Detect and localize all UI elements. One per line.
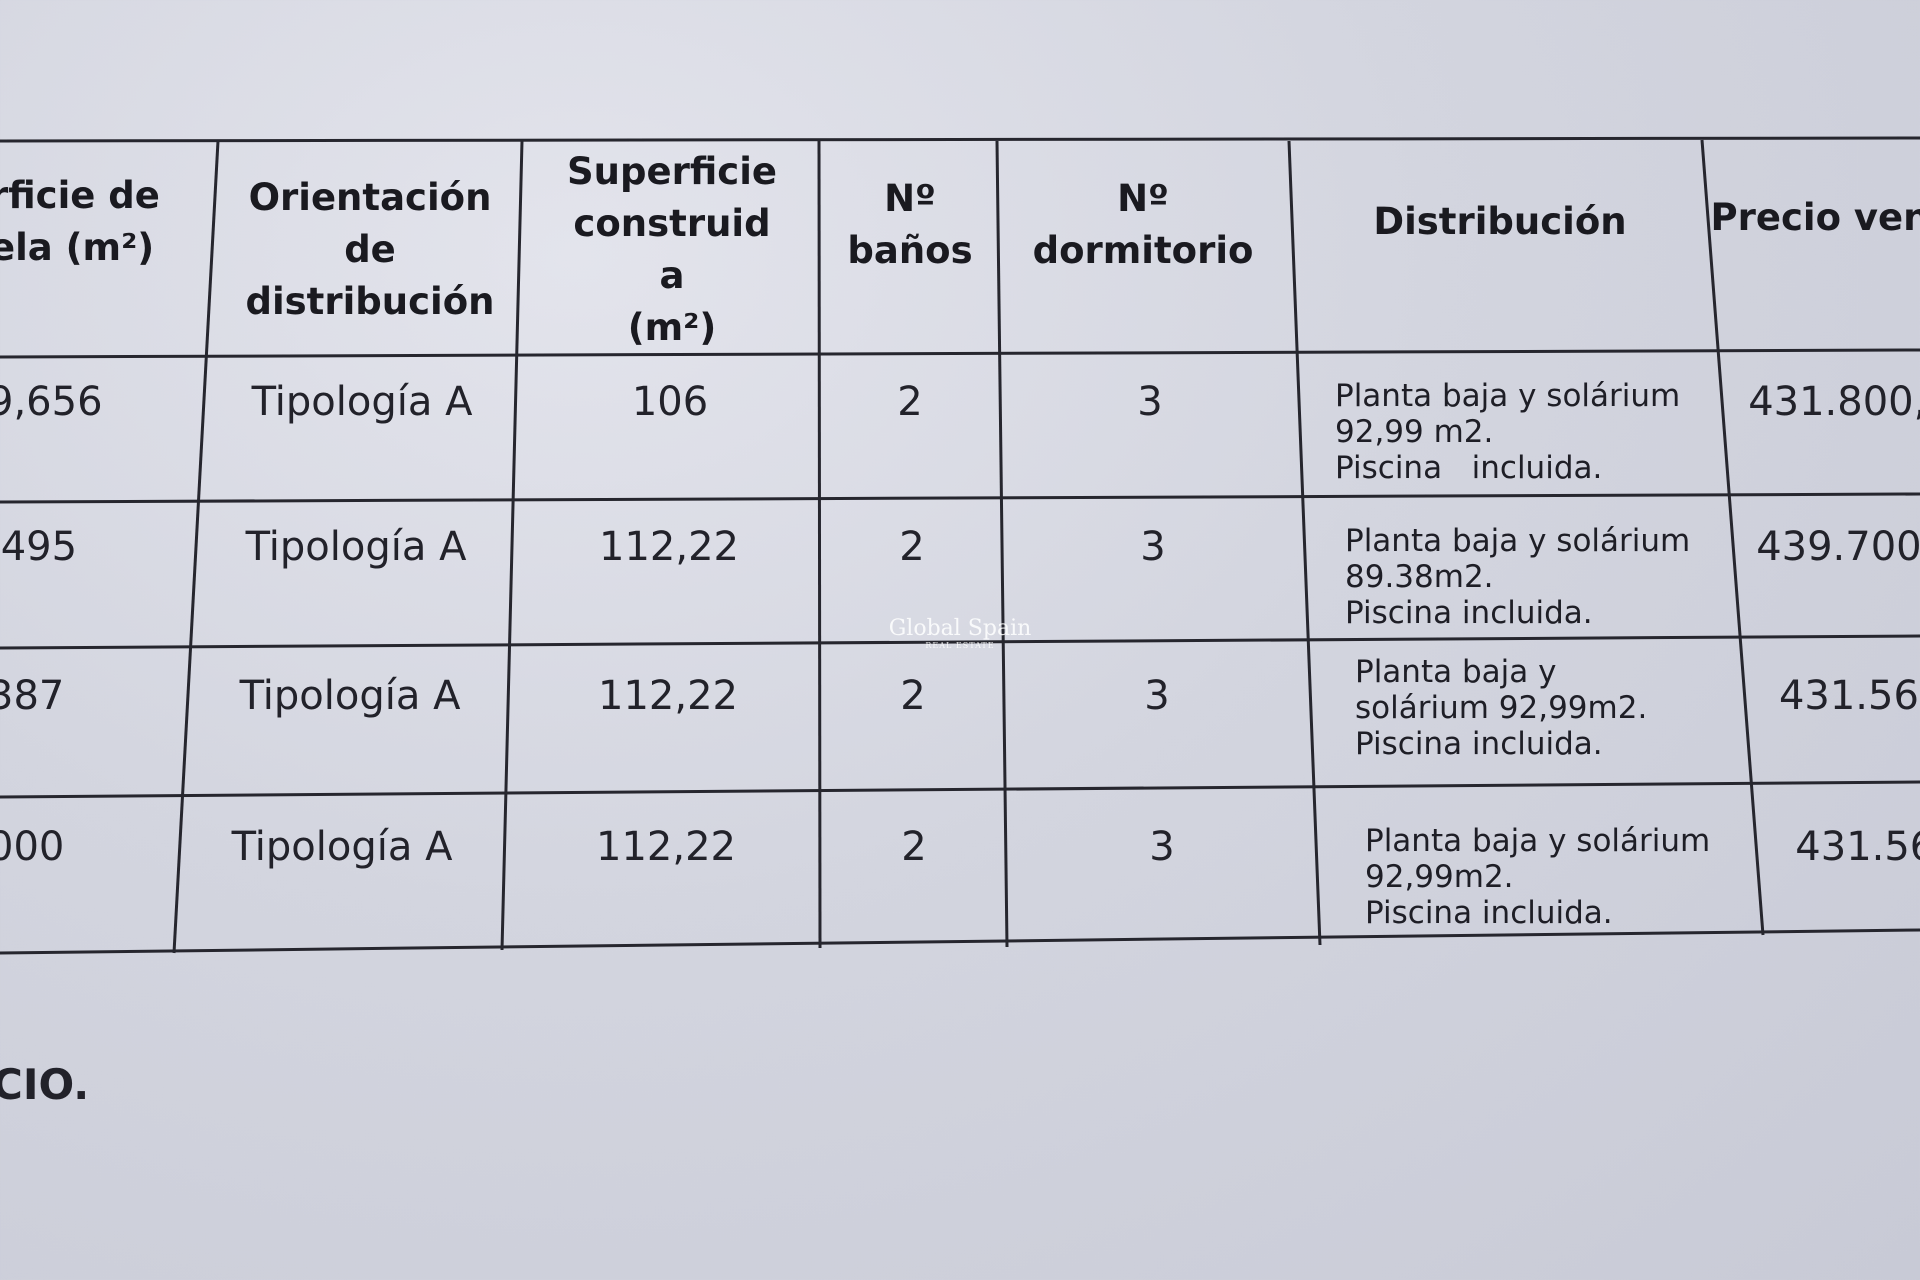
- footer-text: CIO.: [0, 1060, 90, 1109]
- cell-banos: 2: [897, 379, 923, 425]
- cell-dormitorios: 3: [1140, 524, 1166, 570]
- col-line: [817, 140, 822, 949]
- row-line: [0, 136, 1920, 143]
- cell-distribucion: Planta baja y solárium 89.38m2. Piscina …: [1345, 523, 1691, 631]
- cell-parcela: 387: [0, 673, 65, 719]
- column-header: Precio ven: [1710, 196, 1920, 239]
- cell-parcela: 9,656: [0, 379, 103, 425]
- cell-distribucion: Planta baja y solárium 92,99m2. Piscina …: [1355, 654, 1648, 762]
- column-header: Nº dormitorio: [1032, 177, 1254, 272]
- row-line: [0, 780, 1920, 799]
- column-header: Nº baños: [847, 177, 973, 272]
- cell-precio: 439.700,0: [1756, 524, 1920, 570]
- row-line: [0, 492, 1920, 504]
- col-line: [172, 140, 220, 954]
- cell-banos: 2: [901, 824, 927, 870]
- cell-orientacion: Tipología A: [245, 524, 467, 570]
- cell-superficie: 112,22: [599, 524, 739, 570]
- column-header: rficie de ela (m²): [0, 174, 160, 269]
- watermark-sub: REAL ESTATE: [925, 641, 995, 650]
- watermark-logo: Global Spain REAL ESTATE: [889, 616, 1032, 650]
- cell-orientacion: Tipología A: [251, 379, 473, 425]
- cell-superficie: 112,22: [598, 673, 738, 719]
- row-line: [0, 348, 1920, 359]
- cell-superficie: 106: [631, 379, 709, 425]
- cell-dormitorios: 3: [1149, 824, 1175, 870]
- col-line: [1287, 140, 1322, 946]
- cell-banos: 2: [899, 524, 925, 570]
- column-header: Orientación de distribución: [245, 176, 495, 323]
- cell-dormitorios: 3: [1144, 673, 1170, 719]
- cell-banos: 2: [900, 673, 926, 719]
- cell-precio: 431.800,0: [1748, 379, 1920, 425]
- cell-distribucion: Planta baja y solárium 92,99m2. Piscina …: [1365, 823, 1711, 931]
- cell-distribucion: Planta baja y solárium 92,99 m2. Piscina…: [1335, 378, 1681, 486]
- col-line: [995, 140, 1009, 948]
- col-line: [1700, 139, 1765, 936]
- cell-superficie: 112,22: [596, 824, 736, 870]
- cell-parcela: ,495: [0, 524, 78, 570]
- column-header: Distribución: [1373, 200, 1627, 243]
- row-line: [0, 928, 1920, 955]
- cell-orientacion: Tipología A: [231, 824, 453, 870]
- column-header: Superficie construid a (m²): [567, 150, 777, 349]
- cell-precio: 431.560: [1795, 824, 1920, 870]
- cell-parcela: 000: [0, 824, 65, 870]
- cell-precio: 431.560,: [1778, 673, 1920, 719]
- row-line: [0, 634, 1920, 650]
- col-line: [500, 140, 524, 951]
- cell-dormitorios: 3: [1137, 379, 1163, 425]
- watermark-name: Global Spain: [888, 616, 1032, 641]
- cell-orientacion: Tipología A: [239, 673, 461, 719]
